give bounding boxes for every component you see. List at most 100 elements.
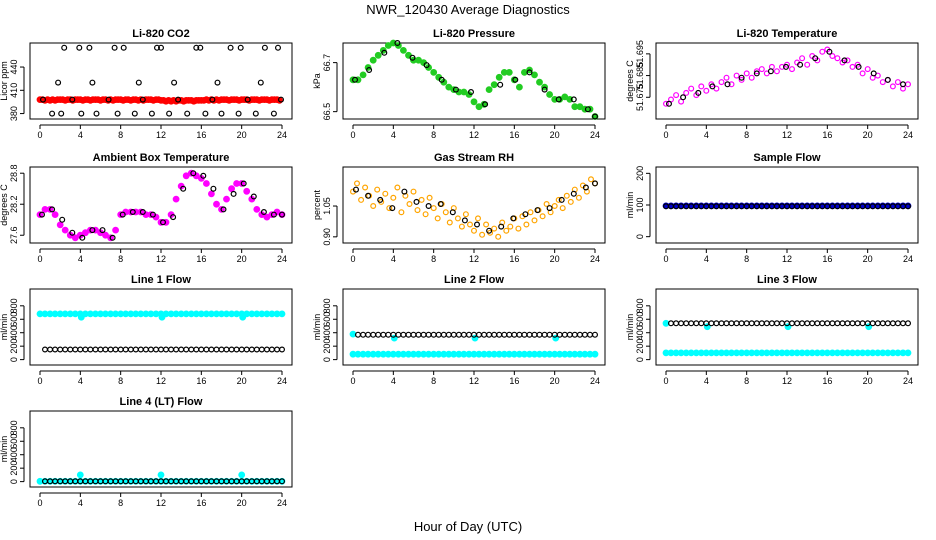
plot-frame [655,288,919,366]
x-tick-label: 8 [431,254,436,264]
data-point [561,331,568,338]
series-1 [662,203,911,210]
data-point [466,331,473,338]
series-1 [667,320,911,327]
data-point [570,190,577,197]
data-point [829,320,836,327]
data-point [486,227,493,234]
data-point [389,205,396,212]
data-point [869,320,876,327]
data-point [67,346,74,353]
data-point [899,320,906,327]
y-axis-label: ml/min [0,314,9,341]
data-point [718,320,725,327]
series-1 [353,180,598,234]
plot-frame [342,288,606,366]
x-tick-label: 8 [431,376,436,386]
data-point [458,223,465,230]
data-point [366,66,373,73]
data-point [575,194,582,201]
x-tick-label: 4 [78,376,83,386]
data-point [510,215,517,222]
y-tick-label: 200 [9,461,19,476]
y-tick-label: 400 [9,447,19,462]
data-point [218,346,225,353]
series-0 [350,176,598,240]
data-point [434,215,441,222]
data-point [122,346,129,353]
data-point [59,216,66,223]
x-tick-label: 4 [704,376,709,386]
data-point [203,346,210,353]
data-point [695,89,702,96]
data-point [214,79,221,86]
data-point [849,63,856,70]
y-axis-label: ml/min [312,314,322,341]
data-point [440,331,447,338]
data-point [157,471,165,479]
data-point [354,180,361,187]
data-point [425,203,432,210]
data-point [77,346,84,353]
data-point [812,55,819,62]
plot-frame [342,42,606,120]
data-point [536,78,543,86]
y-tick-label: 800 [322,298,332,313]
x-tick-label: 12 [782,376,792,386]
data-point [163,346,170,353]
data-point [238,471,246,479]
figure-title: NWR_120430 Average Diagnostics [366,2,570,17]
data-point [551,203,558,210]
x-tick-label: 16 [196,498,206,508]
data-point [57,346,64,353]
data-point [582,184,589,191]
x-tick-label: 0 [663,376,668,386]
data-point [51,211,59,219]
data-point [570,96,577,103]
x-tick-label: 0 [663,254,668,264]
data-point [698,83,705,90]
data-point [804,61,811,68]
data-point [753,320,760,327]
x-tick-label: 12 [782,254,792,264]
data-point [748,320,755,327]
data-point [139,209,146,216]
x-tick-label: 24 [277,498,287,508]
data-point [738,320,745,327]
x-tick-label: 20 [863,130,873,140]
x-tick-label: 0 [37,254,42,264]
y-tick-label: 600 [9,434,19,449]
y-tick-label: 0 [9,479,19,484]
data-point [435,331,442,338]
data-point [584,106,591,113]
data-point [874,320,881,327]
data-point [76,44,83,51]
data-point [270,110,277,117]
data-point [662,100,669,107]
data-point [365,331,372,338]
data-point [260,209,267,216]
data-point [471,227,478,234]
data-point [571,331,578,338]
data-point [52,346,59,353]
data-point [445,331,452,338]
data-point [401,188,408,195]
data-point [257,79,264,86]
data-point [263,346,270,353]
data-point [483,221,490,228]
data-point [386,205,393,212]
panel-title: Line 4 (LT) Flow [120,396,203,408]
y-tick-label: 0 [322,357,332,362]
data-point [507,223,514,230]
data-point [855,63,862,70]
y-tick-label: 66.7 [322,54,332,72]
data-point [188,346,195,353]
data-point [782,63,789,70]
x-tick-label: 20 [237,376,247,386]
data-point [491,225,498,232]
plot-frame [655,42,919,120]
data-point [120,44,127,51]
data-point [819,320,826,327]
data-point [62,346,69,353]
